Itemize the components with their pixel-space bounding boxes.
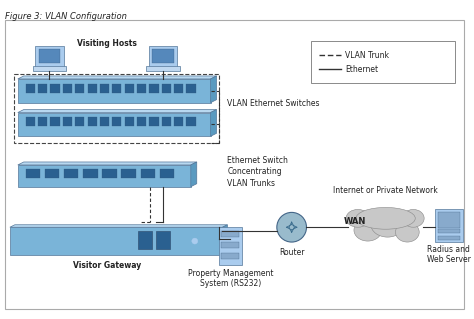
Text: Internet or Private Network: Internet or Private Network bbox=[333, 186, 438, 195]
Bar bbox=[50, 84, 60, 93]
Polygon shape bbox=[191, 162, 197, 187]
Bar bbox=[38, 117, 47, 126]
Bar bbox=[149, 84, 159, 93]
Bar bbox=[38, 49, 60, 63]
Text: VLAN Ethernet Switches: VLAN Ethernet Switches bbox=[228, 99, 320, 108]
Bar bbox=[152, 49, 174, 63]
FancyBboxPatch shape bbox=[35, 46, 64, 67]
Polygon shape bbox=[10, 225, 228, 227]
Bar bbox=[75, 117, 84, 126]
Bar bbox=[438, 236, 460, 240]
Bar bbox=[221, 253, 239, 259]
Text: Visitor Gateway: Visitor Gateway bbox=[73, 261, 141, 270]
Bar bbox=[141, 169, 155, 178]
Bar bbox=[149, 117, 159, 126]
Bar bbox=[138, 231, 152, 249]
Bar bbox=[64, 169, 78, 178]
Polygon shape bbox=[210, 109, 217, 136]
Bar bbox=[112, 84, 121, 93]
Bar bbox=[18, 113, 210, 136]
Circle shape bbox=[277, 212, 307, 242]
Bar bbox=[102, 169, 117, 178]
Bar bbox=[112, 117, 121, 126]
Bar bbox=[83, 169, 98, 178]
Ellipse shape bbox=[356, 207, 415, 229]
Bar bbox=[137, 117, 146, 126]
Text: Figure 3: VLAN Configuration: Figure 3: VLAN Configuration bbox=[5, 12, 127, 21]
Text: Radius and
Web Server: Radius and Web Server bbox=[427, 245, 471, 264]
Bar bbox=[438, 229, 460, 233]
Bar bbox=[146, 66, 180, 71]
Bar bbox=[221, 242, 239, 248]
Bar bbox=[174, 84, 183, 93]
Bar bbox=[125, 84, 134, 93]
Bar bbox=[221, 231, 239, 237]
Bar bbox=[160, 169, 174, 178]
Ellipse shape bbox=[395, 222, 419, 242]
Bar bbox=[156, 231, 170, 249]
Bar bbox=[26, 169, 40, 178]
Polygon shape bbox=[210, 76, 217, 103]
FancyBboxPatch shape bbox=[149, 46, 177, 67]
Bar bbox=[121, 169, 136, 178]
Bar bbox=[45, 169, 59, 178]
Bar bbox=[10, 227, 222, 255]
Polygon shape bbox=[18, 162, 197, 165]
FancyBboxPatch shape bbox=[219, 227, 242, 265]
Text: VLAN Trunk: VLAN Trunk bbox=[345, 51, 389, 60]
Ellipse shape bbox=[402, 210, 424, 227]
Bar bbox=[50, 117, 60, 126]
Bar bbox=[162, 84, 171, 93]
Ellipse shape bbox=[354, 219, 382, 241]
Bar bbox=[174, 117, 183, 126]
Bar bbox=[63, 84, 72, 93]
Bar bbox=[100, 84, 109, 93]
Polygon shape bbox=[18, 109, 217, 113]
Bar bbox=[162, 117, 171, 126]
Bar bbox=[75, 84, 84, 93]
Text: Router: Router bbox=[279, 248, 304, 257]
Bar bbox=[38, 84, 47, 93]
Ellipse shape bbox=[371, 211, 404, 237]
Text: Property Management
System (RS232): Property Management System (RS232) bbox=[188, 269, 273, 288]
Bar bbox=[125, 117, 134, 126]
Bar bbox=[311, 41, 455, 83]
Bar bbox=[26, 84, 35, 93]
Bar bbox=[33, 66, 66, 71]
Bar bbox=[88, 117, 97, 126]
Bar bbox=[26, 117, 35, 126]
Bar bbox=[18, 165, 191, 187]
Text: Visiting Hosts: Visiting Hosts bbox=[77, 39, 137, 48]
Polygon shape bbox=[18, 76, 217, 79]
FancyBboxPatch shape bbox=[435, 209, 463, 241]
Text: Ethernet: Ethernet bbox=[345, 64, 378, 74]
Bar bbox=[14, 74, 219, 143]
Bar bbox=[137, 84, 146, 93]
Bar bbox=[100, 117, 109, 126]
Circle shape bbox=[192, 238, 198, 244]
Bar bbox=[438, 212, 460, 228]
Polygon shape bbox=[222, 225, 228, 255]
Text: Ethernet Switch
Concentrating
VLAN Trunks: Ethernet Switch Concentrating VLAN Trunk… bbox=[228, 156, 288, 188]
Bar bbox=[186, 84, 196, 93]
Bar bbox=[63, 117, 72, 126]
Bar bbox=[88, 84, 97, 93]
Ellipse shape bbox=[346, 210, 370, 227]
Text: WAN: WAN bbox=[344, 217, 366, 226]
Bar bbox=[186, 117, 196, 126]
Bar bbox=[18, 79, 210, 103]
